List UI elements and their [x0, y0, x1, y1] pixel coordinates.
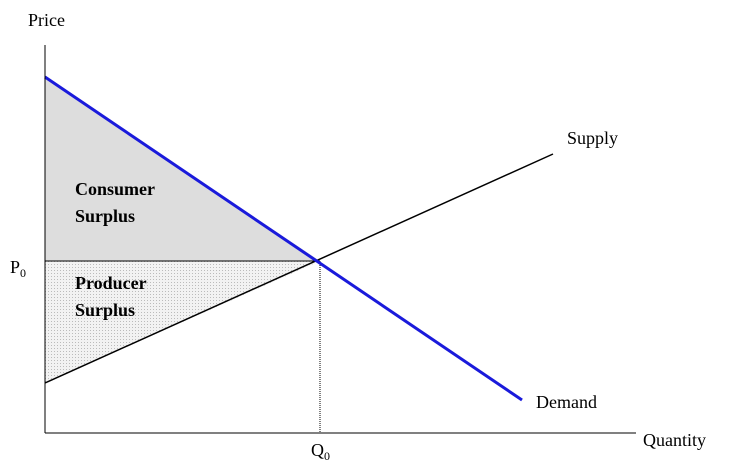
x-axis-label: Quantity	[643, 430, 706, 450]
supply-label: Supply	[567, 128, 618, 148]
quantity-base: Q	[311, 440, 324, 460]
producer-surplus-label: Producer	[75, 273, 147, 293]
price-sub: 0	[20, 266, 26, 280]
y-axis-label: Price	[28, 10, 65, 30]
consumer-surplus-label: Surplus	[75, 206, 135, 226]
quantity-sub: 0	[324, 449, 330, 463]
supply-curve	[44, 153, 554, 384]
demand-curve	[44, 75, 523, 402]
price-label: P0	[10, 257, 26, 280]
price-base: P	[10, 257, 20, 277]
quantity-label: Q0	[311, 440, 330, 463]
producer-surplus-label: Surplus	[75, 300, 135, 320]
consumer-surplus-label: Consumer	[75, 179, 155, 199]
demand-label: Demand	[536, 392, 597, 412]
